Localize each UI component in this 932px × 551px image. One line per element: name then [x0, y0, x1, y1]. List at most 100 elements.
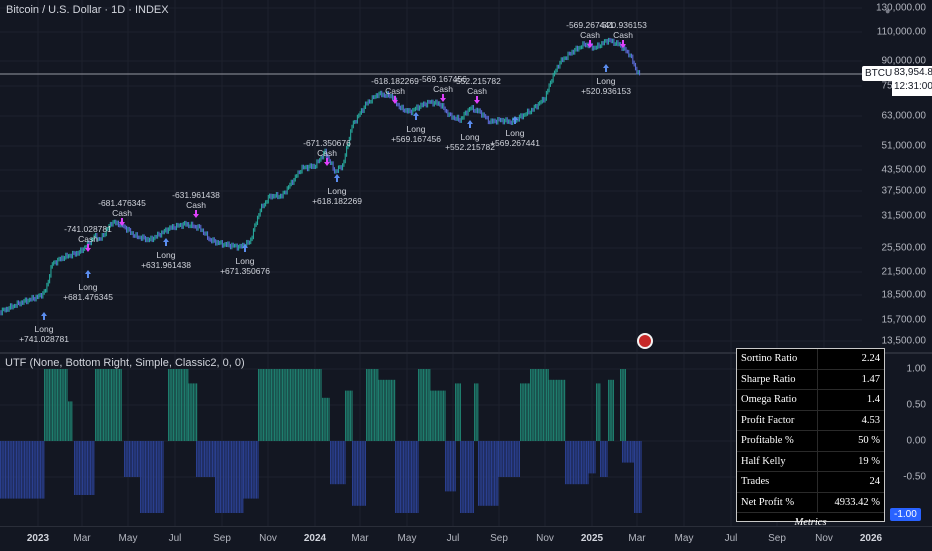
histogram-bar [143, 441, 145, 513]
histogram-bar [298, 369, 300, 441]
histogram-bar [85, 441, 87, 495]
long-entry-value: +569.167456 [391, 134, 441, 144]
arrow-down-icon [620, 40, 626, 48]
time-axis[interactable]: 2023 Mar May Jul Sep Nov 2024 Mar May Jul Sep Nov 20… [0, 526, 932, 551]
histogram-bar [189, 383, 191, 441]
time-axis-label: Sep [213, 533, 231, 544]
arrow-down-icon [193, 210, 199, 218]
histogram-bar [99, 369, 101, 441]
histogram-bar [275, 369, 277, 441]
long-entry-marker[interactable]: Long+671.350676 [220, 244, 270, 276]
long-entry-marker[interactable]: Long+631.961438 [141, 238, 191, 270]
arrow-up-icon [334, 174, 340, 182]
histogram-bar [611, 379, 613, 441]
exit-value: -741.028781 [64, 224, 112, 234]
histogram-bar [479, 441, 481, 506]
histogram-bar [341, 441, 343, 485]
histogram-bar [477, 383, 479, 441]
histogram-bar [559, 379, 561, 441]
long-entry-marker[interactable]: Long+569.267441 [490, 116, 540, 148]
exit-value: -618.182269 [371, 76, 419, 86]
arrow-up-icon [603, 64, 609, 72]
histogram-bar [171, 369, 173, 441]
histogram-bar [6, 441, 8, 499]
symbol-title[interactable]: Bitcoin / U.S. Dollar · 1D · INDEX [6, 4, 169, 16]
histogram-bar [422, 369, 424, 441]
oscillator-pane[interactable] [0, 354, 872, 526]
histogram-bar [534, 369, 536, 441]
us-flag-icon[interactable] [637, 333, 653, 349]
oscillator-chart[interactable] [0, 354, 872, 526]
histogram-bar [582, 441, 584, 485]
histogram-bar [200, 441, 202, 477]
histogram-bar [472, 441, 474, 513]
histogram-bar [309, 369, 311, 441]
histogram-bar [82, 441, 84, 495]
histogram-bar [466, 441, 468, 513]
histogram-bar [546, 369, 548, 441]
pane-separator[interactable] [0, 352, 932, 354]
histogram-bar [536, 369, 538, 441]
histogram-bar [216, 441, 218, 513]
metric-value: 4.53 [817, 410, 884, 431]
long-entry-marker[interactable]: Long+681.476345 [63, 270, 113, 302]
arrow-up-icon [41, 312, 47, 320]
long-entry-marker[interactable]: Long+520.936153 [581, 64, 631, 96]
histogram-bar [160, 441, 162, 513]
histogram-bar [96, 369, 98, 441]
time-axis-label: May [674, 533, 694, 544]
histogram-bar [620, 369, 622, 441]
histogram-bar [288, 369, 290, 441]
long-entry-marker[interactable]: Long+741.028781 [19, 312, 69, 344]
histogram-bar [487, 441, 489, 506]
histogram-bar [125, 441, 127, 477]
price-axis-label: 21,500.00 [881, 266, 927, 278]
time-axis-label: Mar [73, 533, 91, 544]
time-axis-label: 2024 [303, 533, 327, 544]
price-chart[interactable]: Long+741.028781 Long+681.476345 Long+631.9… [0, 0, 872, 352]
price-chart-pane[interactable]: Long +741.028781 Long +681.476345 Long +631.9… [0, 0, 872, 352]
histogram-bar [11, 441, 13, 499]
histogram-bar [449, 441, 451, 492]
histogram-bar [369, 369, 371, 441]
long-entry-marker[interactable]: Long+569.167456 [391, 112, 441, 144]
long-entry-marker[interactable]: Long+552.215782 [445, 120, 495, 152]
histogram-bar [115, 369, 117, 441]
histogram-bar [640, 441, 642, 513]
histogram-bar [293, 369, 295, 441]
price-axis-label: 63,000.00 [881, 110, 927, 122]
histogram-bar [144, 441, 146, 513]
histogram-bar [299, 369, 301, 441]
histogram-bar [41, 441, 43, 499]
histogram-bar [460, 441, 462, 513]
histogram-bar [565, 441, 567, 485]
time-axis-label: Mar [628, 533, 646, 544]
histogram-bar [436, 390, 438, 441]
histogram-bar [50, 369, 52, 441]
histogram-bar [294, 369, 296, 441]
histogram-bar [442, 390, 444, 441]
histogram-bar [592, 441, 594, 474]
histogram-bar [429, 369, 431, 441]
histogram-bar [326, 397, 328, 441]
histogram-bar [215, 441, 217, 513]
histogram-bar [47, 369, 49, 441]
long-entry-marker[interactable]: Long+618.182269 [312, 174, 362, 206]
long-entry-label: Long [407, 124, 426, 134]
exit-label: Cash [78, 234, 98, 244]
histogram-bar [35, 441, 37, 499]
histogram-bar [430, 390, 432, 441]
histogram-bar [441, 390, 443, 441]
histogram-bar [459, 383, 461, 441]
indicator-title[interactable]: UTF (None, Bottom Right, Simple, Classic… [5, 357, 245, 369]
histogram-bar [78, 441, 80, 495]
